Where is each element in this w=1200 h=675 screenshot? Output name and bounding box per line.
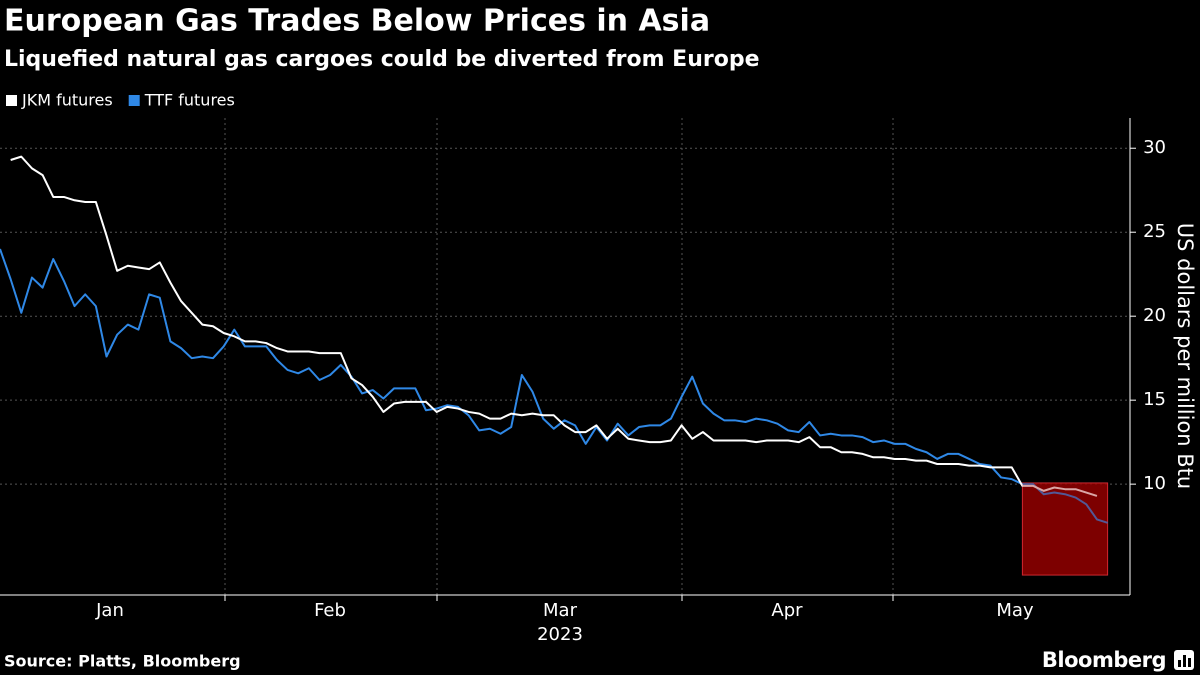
legend-swatch: [128, 95, 140, 106]
x-year-label: 2023: [537, 624, 583, 645]
x-tick-label: Jan: [95, 600, 124, 621]
legend-label: TTF futures: [144, 91, 235, 110]
x-tick-label: Apr: [771, 600, 803, 621]
x-tick-label: Feb: [314, 600, 346, 621]
series-line: [10, 155, 1098, 497]
y-axis-label: US dollars per million Btu: [1173, 223, 1197, 489]
brand: Bloomberg: [1042, 648, 1166, 672]
x-tick-label: Mar: [543, 600, 578, 621]
legend-label: JKM futures: [21, 91, 113, 110]
legend-swatch: [6, 95, 17, 106]
highlight-box: [1021, 482, 1109, 576]
chart-title: European Gas Trades Below Prices in Asia: [4, 4, 710, 39]
series-line: [0, 248, 1108, 524]
y-tick-label: 25: [1143, 221, 1166, 242]
y-tick-label: 10: [1143, 473, 1166, 494]
y-tick-label: 30: [1143, 137, 1166, 158]
source: Source: Platts, Bloomberg: [4, 652, 241, 671]
y-tick-label: 15: [1143, 389, 1166, 410]
brand-icon: [1174, 650, 1194, 670]
y-tick-label: 20: [1143, 305, 1166, 326]
x-tick-label: May: [996, 600, 1034, 621]
highlight-overlay: [1022, 483, 1108, 575]
chart-subtitle: Liquefied natural gas cargoes could be d…: [4, 47, 760, 72]
